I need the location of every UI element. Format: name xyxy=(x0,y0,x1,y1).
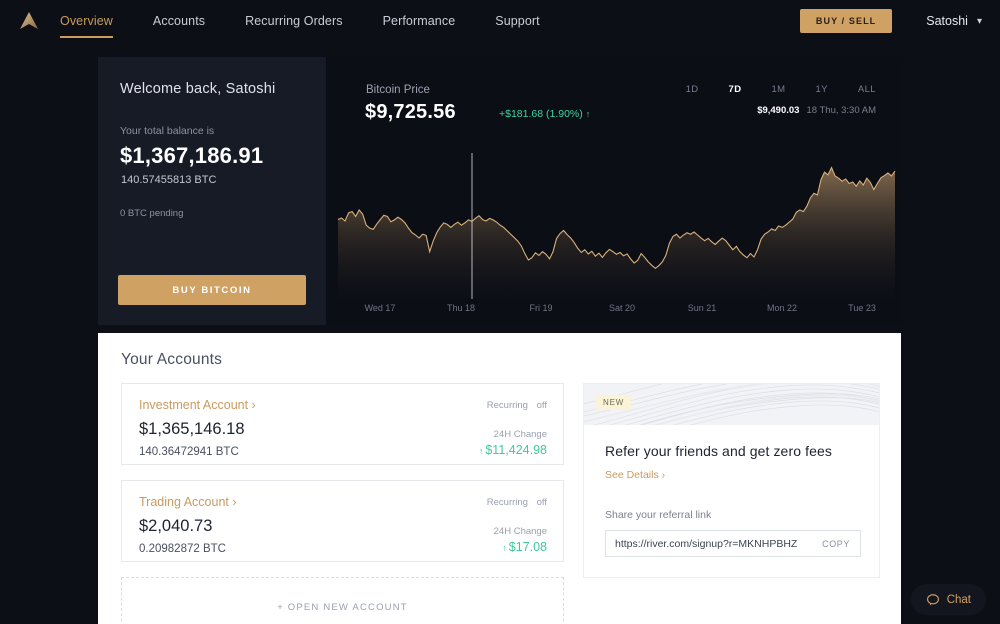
nav-link-label: Recurring Orders xyxy=(245,14,343,28)
range-7d[interactable]: 7D xyxy=(728,84,742,95)
range-1m[interactable]: 1M xyxy=(771,84,786,95)
change-value: $11,424.98 xyxy=(485,443,547,457)
chart-range-selector: 1D 7D 1M 1Y ALL xyxy=(656,84,876,95)
user-menu[interactable]: Satoshi ▾ xyxy=(926,14,982,28)
chart-title: Bitcoin Price xyxy=(366,84,430,96)
arrow-up-icon: ↑ xyxy=(502,543,507,553)
chart-x-axis-labels: Wed 17 Thu 18 Fri 19 Sat 20 Sun 21 Mon 22 Tue … xyxy=(326,303,903,315)
new-badge: NEW xyxy=(596,395,632,410)
wave-pattern-graphic xyxy=(584,384,879,425)
account-row-investment[interactable]: Investment Account › Recurring off $1,36… xyxy=(121,383,564,465)
referral-promo-card: NEW xyxy=(583,383,880,578)
range-1d[interactable]: 1D xyxy=(685,84,699,95)
chart-hover-readout: $9,490.03 18 Thu, 3:30 AM xyxy=(757,105,876,116)
your-accounts-title: Your Accounts xyxy=(121,351,223,368)
top-navigation: Overview Accounts Recurring Orders Perfo… xyxy=(0,0,1000,42)
account-balance-btc: 0.20982872 BTC xyxy=(139,543,226,555)
change-value: $17.08 xyxy=(508,540,547,554)
referral-url-value: https://river.com/signup?r=MKNHPBHZ xyxy=(615,537,798,550)
recurring-label: Recurring xyxy=(486,497,528,508)
nav-link-label: Support xyxy=(495,14,540,28)
total-balance-label: Your total balance is xyxy=(120,125,215,137)
total-balance-btc: 140.57455813 BTC xyxy=(121,174,217,186)
referral-heading: Refer your friends and get zero fees xyxy=(605,443,832,459)
see-details-link[interactable]: See Details › xyxy=(605,469,666,481)
change-label: 24H Change xyxy=(493,526,547,537)
chart-price-delta: +$181.68 (1.90%) ↑ xyxy=(499,108,590,120)
nav-link-support[interactable]: Support xyxy=(495,0,539,42)
buy-sell-button[interactable]: BUY / SELL xyxy=(799,9,893,33)
chart-line xyxy=(337,166,896,270)
chart-x-label: Mon 22 xyxy=(766,303,798,313)
chart-x-label: Tue 23 xyxy=(848,303,876,313)
recurring-state: off xyxy=(536,400,547,411)
nav-link-label: Overview xyxy=(60,14,113,28)
chat-bubble-icon xyxy=(926,593,939,605)
account-24h-change: ↑ $11,424.98 xyxy=(479,443,547,457)
range-all[interactable]: ALL xyxy=(857,84,876,95)
nav-right-group: BUY / SELL Satoshi ▾ xyxy=(799,9,982,33)
nav-link-label: Accounts xyxy=(152,14,206,28)
arrow-up-icon: ↑ xyxy=(478,446,484,456)
river-arrowhead-logo[interactable] xyxy=(16,9,42,33)
recurring-state: off xyxy=(536,497,547,508)
range-1y[interactable]: 1Y xyxy=(815,84,828,95)
chat-label: Chat xyxy=(946,593,971,606)
nav-link-performance[interactable]: Performance xyxy=(383,0,456,42)
buy-bitcoin-button[interactable]: BUY BITCOIN xyxy=(118,275,306,305)
chart-delta-value: +$181.68 (1.90%) xyxy=(499,108,583,120)
recurring-status: Recurring off xyxy=(487,497,547,508)
nav-link-label: Performance xyxy=(382,14,456,28)
nav-link-recurring-orders[interactable]: Recurring Orders xyxy=(245,0,342,42)
open-new-account-button[interactable]: + OPEN NEW ACCOUNT xyxy=(121,577,564,624)
chart-hover-time: 18 Thu, 3:30 AM xyxy=(806,105,876,116)
chart-x-label: Wed 17 xyxy=(364,303,396,313)
user-name-label: Satoshi xyxy=(926,14,968,28)
welcome-panel: Welcome back, Satoshi Your total balance… xyxy=(98,57,326,325)
share-referral-label: Share your referral link xyxy=(605,509,712,521)
welcome-greeting: Welcome back, Satoshi xyxy=(120,81,276,97)
total-balance-usd: $1,367,186.91 xyxy=(120,143,264,168)
account-24h-change: ↑ $17.08 xyxy=(502,540,547,554)
your-accounts-card: Your Accounts Investment Account › Recur… xyxy=(98,333,901,624)
account-row-trading[interactable]: Trading Account › Recurring off $2,040.7… xyxy=(121,480,564,562)
chart-hover-price: $9,490.03 xyxy=(757,105,800,116)
account-name-link[interactable]: Trading Account › xyxy=(139,495,237,509)
accounts-list: Investment Account › Recurring off $1,36… xyxy=(121,383,564,624)
chevron-down-icon: ▾ xyxy=(976,15,982,27)
recurring-label: Recurring xyxy=(486,400,528,411)
account-name-link[interactable]: Investment Account › xyxy=(139,398,256,412)
chart-x-label: Sun 21 xyxy=(687,303,717,313)
chart-current-price: $9,725.56 xyxy=(365,101,456,123)
chart-x-label: Thu 18 xyxy=(446,303,476,313)
bitcoin-price-chart-panel: Bitcoin Price $9,725.56 +$181.68 (1.90%)… xyxy=(326,57,903,325)
chart-x-label: Fri 19 xyxy=(529,303,553,313)
referral-link-field[interactable]: https://river.com/signup?r=MKNHPBHZ COPY xyxy=(605,530,861,557)
referral-banner: NEW xyxy=(584,384,879,425)
account-balance-usd: $1,365,146.18 xyxy=(139,420,245,438)
pending-balance: 0 BTC pending xyxy=(120,208,184,219)
recurring-status: Recurring off xyxy=(487,400,547,411)
account-balance-usd: $2,040.73 xyxy=(139,517,213,535)
nav-links: Overview Accounts Recurring Orders Perfo… xyxy=(60,0,580,42)
chart-plot-area[interactable]: Wed 17 Thu 18 Fri 19 Sat 20 Sun 21 Mon 22 Tue … xyxy=(326,112,903,325)
copy-button[interactable]: COPY xyxy=(822,538,850,549)
nav-link-accounts[interactable]: Accounts xyxy=(153,0,205,42)
change-label: 24H Change xyxy=(493,429,547,440)
account-balance-btc: 140.36472941 BTC xyxy=(139,446,239,458)
chart-x-label: Sat 20 xyxy=(608,303,636,313)
arrow-up-icon: ↑ xyxy=(585,109,591,119)
nav-link-overview[interactable]: Overview xyxy=(60,0,113,42)
chart-area-fill xyxy=(338,167,895,299)
chat-widget-button[interactable]: Chat xyxy=(910,584,986,615)
